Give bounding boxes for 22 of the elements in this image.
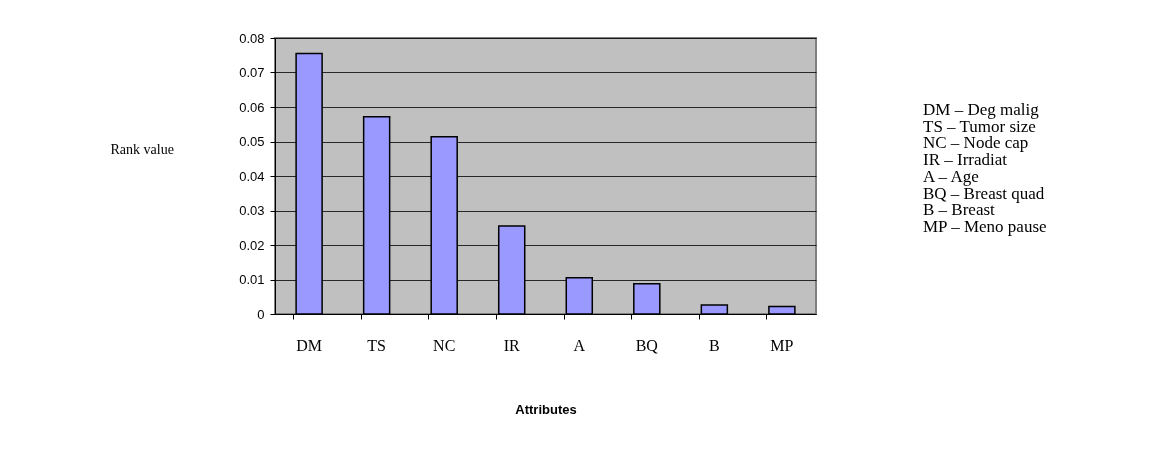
y-tick-label: 0.01 [239, 272, 265, 287]
y-tick-label: 0.08 [239, 30, 265, 46]
y-tick-label: 0.07 [239, 65, 265, 80]
x-tick-label: BQ [635, 336, 659, 354]
x-tick-label: DM [296, 336, 322, 354]
y-tick-label: 0.03 [239, 203, 265, 218]
y-tick-label: 0.04 [239, 168, 265, 184]
text: MP – Meno pause [923, 217, 1047, 237]
y-tick-label: 0.05 [239, 134, 265, 149]
text: IR – Irradiat [923, 150, 1008, 170]
y-axis-title: Rank value [110, 141, 174, 157]
y-tick-label: 0 [257, 306, 265, 322]
y-tick-label: 0.06 [239, 99, 265, 115]
x-tick-label: TS [367, 336, 386, 354]
x-axis-title: Attributes [515, 401, 577, 417]
y-tick-label: 0.02 [239, 237, 265, 253]
text: NC – Node cap [923, 133, 1029, 153]
x-tick-label: A [573, 336, 586, 354]
x-tick-label: MP [770, 336, 794, 354]
x-tick-label: NC [433, 336, 456, 354]
x-tick-label: B [709, 336, 720, 354]
x-tick-label: IR [503, 336, 521, 354]
